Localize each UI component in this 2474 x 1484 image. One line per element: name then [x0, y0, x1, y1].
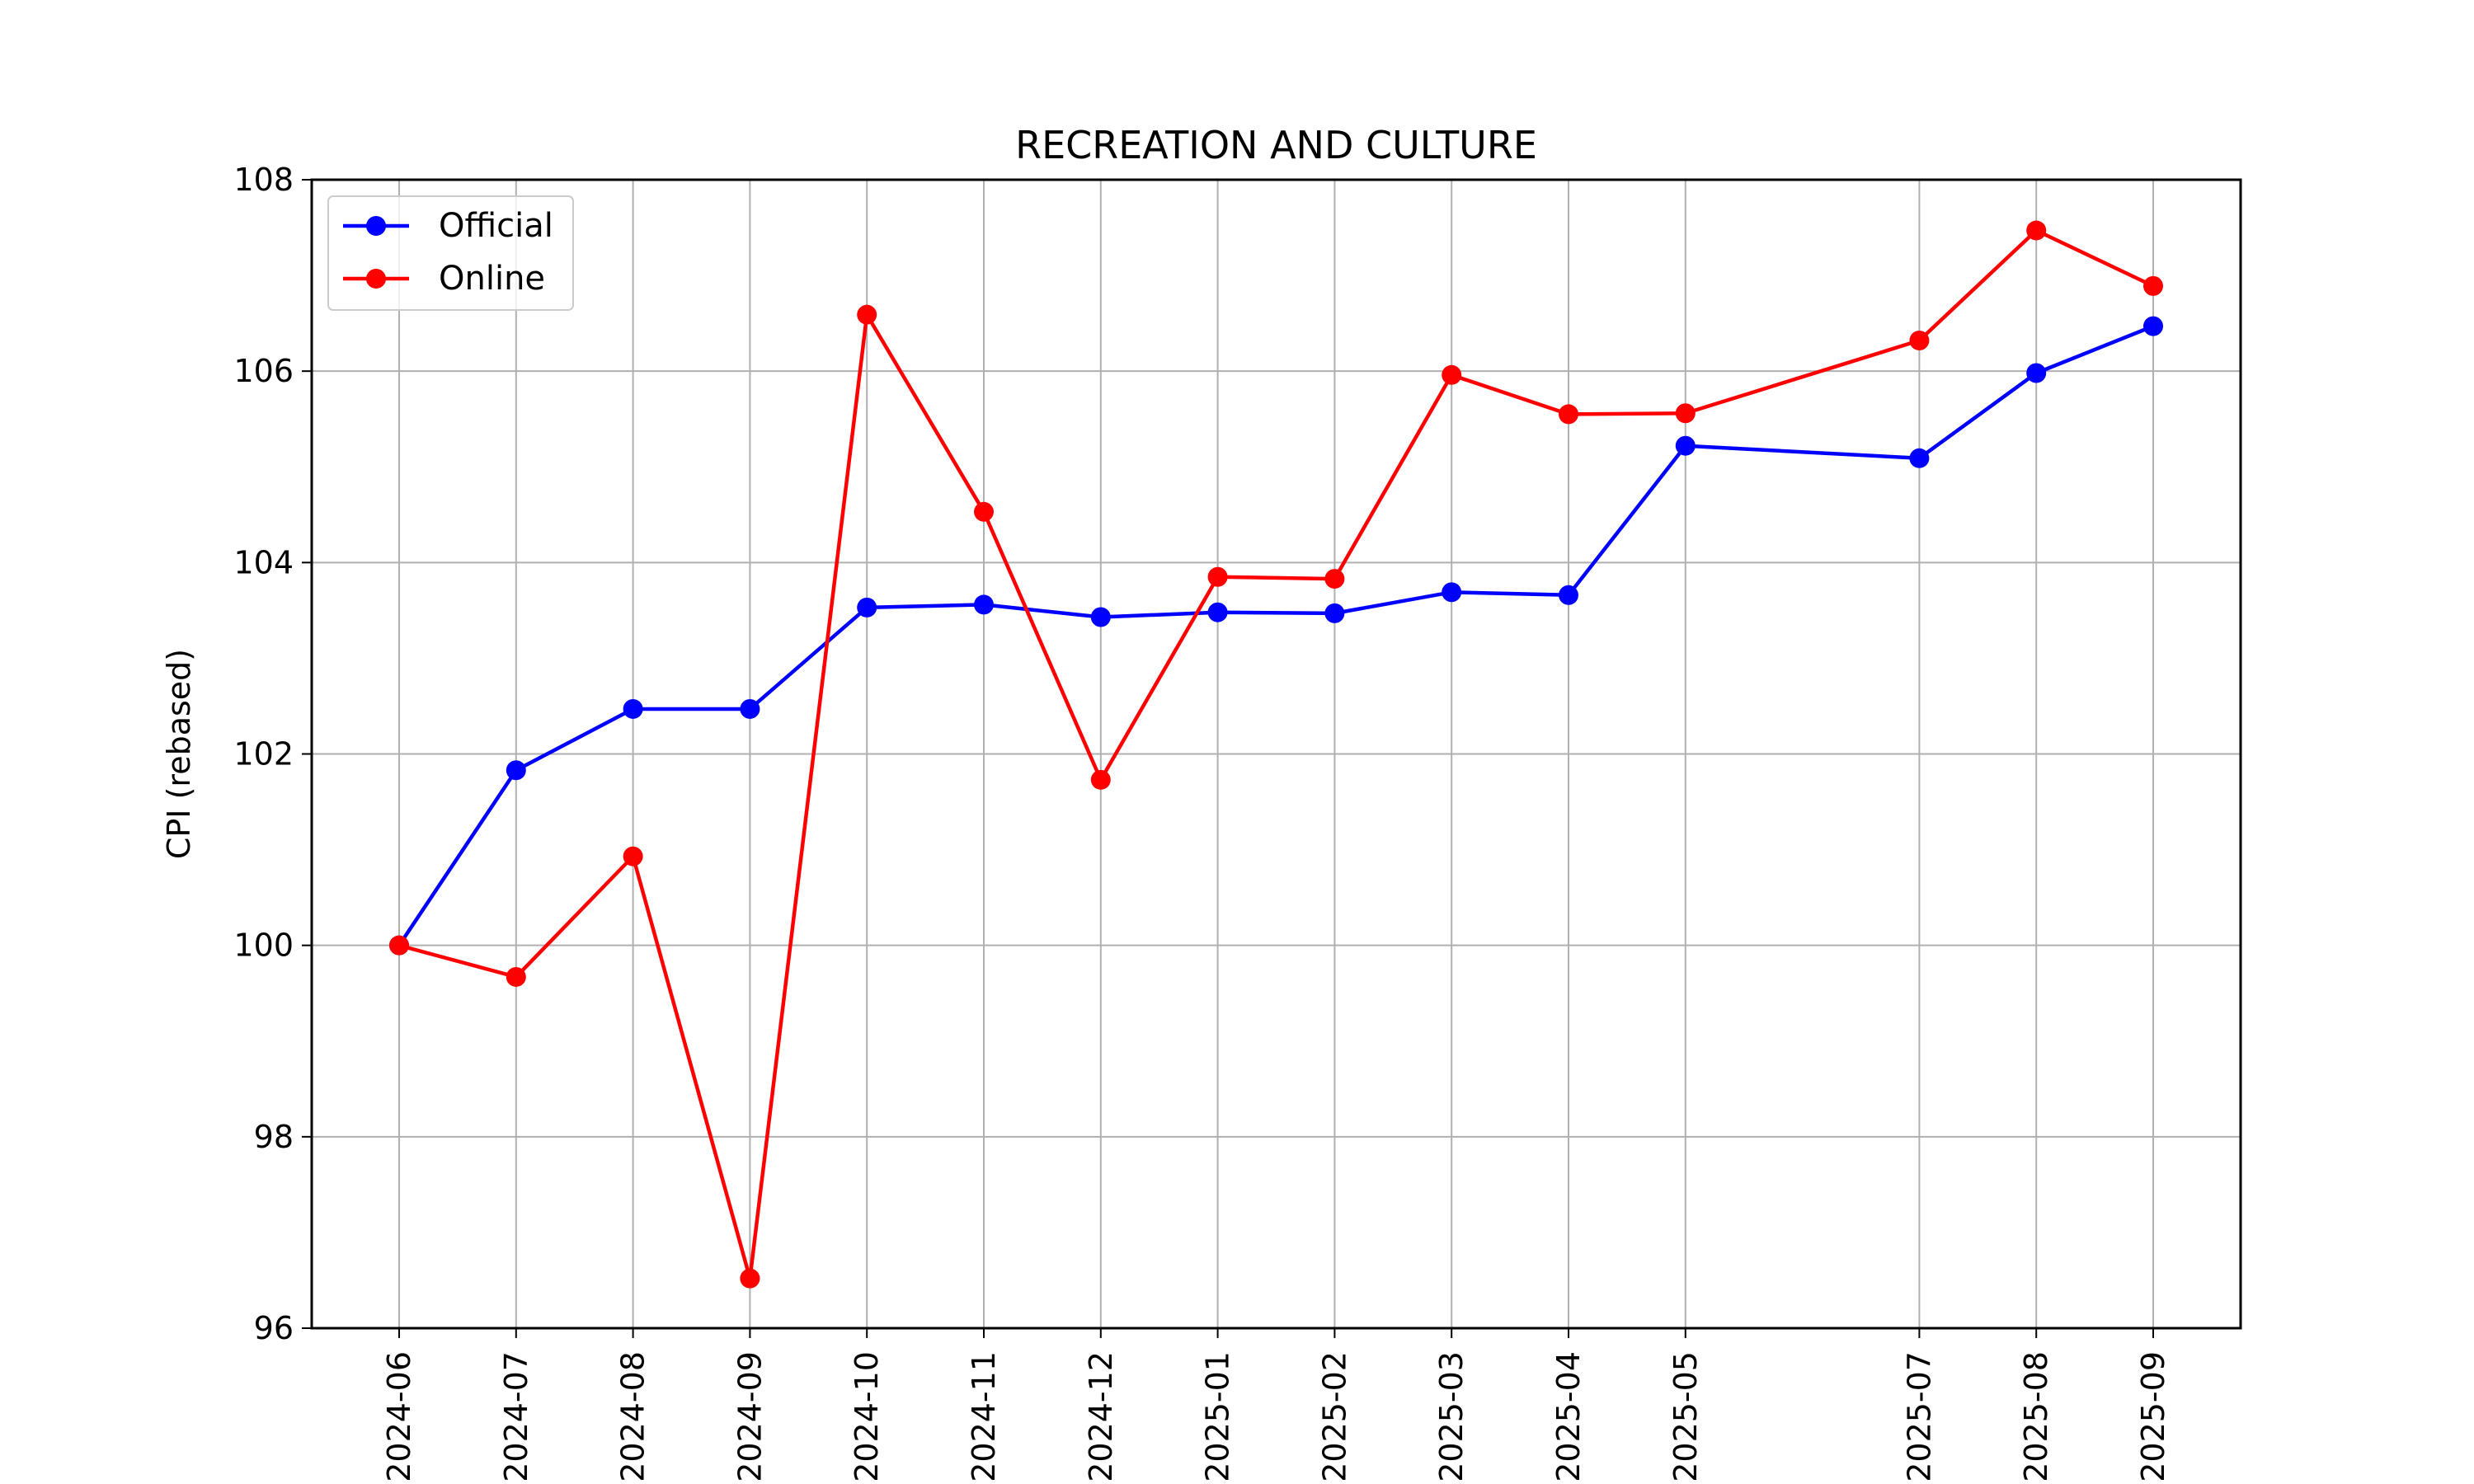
y-tick-label: 96 — [254, 1310, 294, 1346]
data-point-official — [506, 760, 526, 781]
data-point-online — [1442, 364, 1462, 385]
y-tick-label: 100 — [233, 928, 294, 964]
x-tick-label: 2024-12 — [1083, 1351, 1119, 1482]
data-point-official — [740, 698, 760, 719]
y-tick-label: 102 — [233, 736, 294, 773]
x-tick-label: 2025-01 — [1200, 1351, 1236, 1482]
x-tick-label: 2025-05 — [1667, 1351, 1704, 1482]
data-point-official — [2143, 316, 2163, 336]
data-point-online — [623, 846, 643, 866]
data-point-official — [1090, 607, 1111, 627]
y-tick-label: 108 — [233, 162, 294, 198]
data-point-online — [389, 935, 409, 956]
legend-label-online: Online — [439, 260, 545, 298]
data-point-official — [1559, 585, 1578, 605]
data-point-official — [857, 597, 877, 618]
data-point-online — [1324, 569, 1345, 589]
data-point-online — [2143, 275, 2163, 296]
x-tick-label: 2024-07 — [498, 1351, 534, 1482]
legend: Official Online — [327, 195, 574, 311]
x-tick-label: 2024-06 — [381, 1351, 417, 1482]
y-tick-label: 104 — [233, 544, 294, 580]
data-point-online — [506, 966, 526, 987]
data-point-official — [1207, 602, 1228, 622]
x-tick-label: 2024-11 — [966, 1351, 1002, 1482]
legend-marker-online — [366, 269, 386, 289]
data-point-online — [740, 1268, 760, 1289]
x-tick-label: 2025-09 — [2135, 1351, 2171, 1482]
data-point-official — [974, 594, 994, 615]
data-point-online — [1207, 566, 1228, 587]
x-tick-label: 2025-08 — [2018, 1351, 2054, 1482]
data-point-online — [1909, 331, 1930, 351]
data-point-online — [974, 501, 994, 522]
y-axis-label: CPI (rebased) — [161, 649, 197, 859]
data-point-official — [1675, 435, 1696, 456]
chart-title: RECREATION AND CULTURE — [1015, 123, 1537, 167]
x-tick-label: 2025-04 — [1550, 1351, 1587, 1482]
x-tick-label: 2024-09 — [731, 1351, 768, 1482]
data-point-online — [857, 304, 877, 325]
y-tick-label: 98 — [254, 1119, 294, 1155]
data-point-official — [1442, 582, 1462, 603]
legend-label-official: Official — [439, 207, 553, 245]
legend-marker-official — [366, 216, 386, 236]
x-tick-label: 2025-03 — [1433, 1351, 1470, 1482]
data-point-online — [1559, 404, 1578, 425]
data-point-official — [1909, 448, 1930, 468]
series-layer — [389, 220, 2163, 1289]
data-point-online — [1675, 403, 1696, 424]
data-point-online — [1090, 769, 1111, 790]
data-point-official — [1324, 603, 1345, 623]
x-tick-label: 2024-08 — [615, 1351, 651, 1482]
axis-ticks: 2024-06 2024-07 2024-08 2024-09 2024-10 2024-… — [233, 162, 2171, 1482]
y-tick-label: 106 — [233, 353, 294, 389]
x-tick-label: 2025-07 — [1901, 1351, 1937, 1482]
x-tick-label: 2025-02 — [1316, 1351, 1352, 1482]
data-point-official — [623, 698, 643, 719]
data-point-official — [2026, 363, 2047, 383]
data-point-online — [2026, 220, 2047, 241]
x-tick-label: 2024-10 — [849, 1351, 885, 1482]
